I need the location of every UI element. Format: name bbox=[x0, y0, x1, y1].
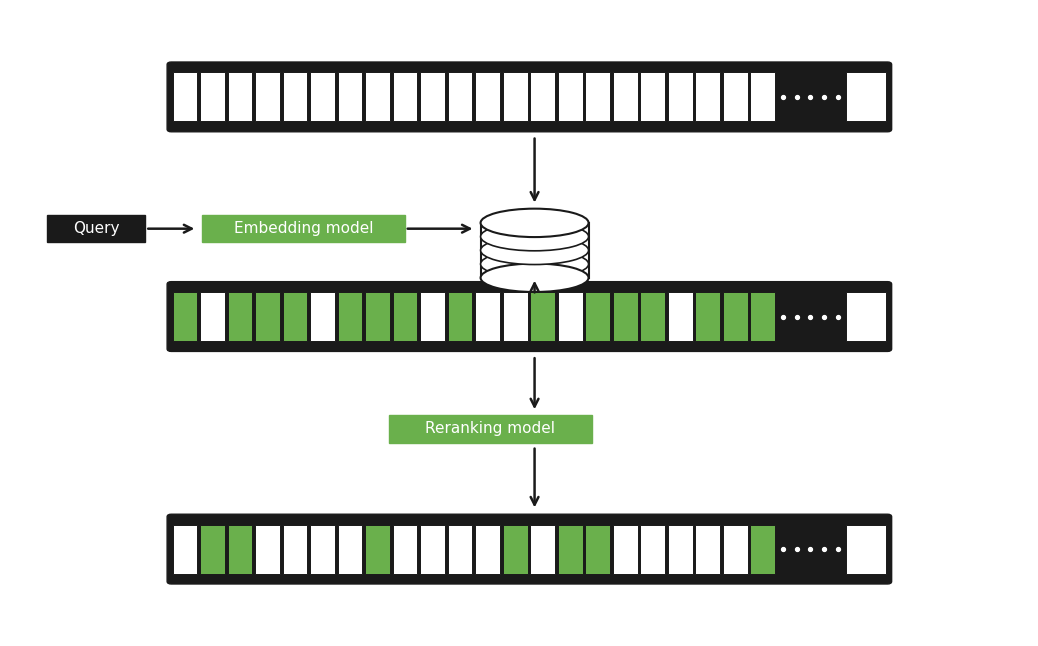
Ellipse shape bbox=[481, 236, 589, 265]
Bar bbox=[310, 72, 335, 121]
Bar bbox=[530, 292, 555, 341]
Bar bbox=[846, 72, 886, 121]
Text: Embedding model: Embedding model bbox=[234, 221, 374, 236]
Bar bbox=[585, 292, 610, 341]
Bar bbox=[365, 525, 390, 574]
FancyBboxPatch shape bbox=[202, 215, 405, 242]
Bar bbox=[667, 72, 692, 121]
Bar bbox=[585, 525, 610, 574]
Ellipse shape bbox=[481, 264, 589, 292]
Bar bbox=[310, 525, 335, 574]
Bar bbox=[447, 72, 472, 121]
Bar bbox=[722, 72, 747, 121]
Bar bbox=[557, 292, 582, 341]
FancyBboxPatch shape bbox=[389, 415, 592, 443]
Bar bbox=[750, 525, 775, 574]
Bar bbox=[530, 525, 555, 574]
Bar bbox=[392, 525, 417, 574]
Bar bbox=[475, 292, 500, 341]
Bar bbox=[695, 292, 720, 341]
Ellipse shape bbox=[481, 222, 589, 251]
Bar bbox=[502, 292, 527, 341]
Bar bbox=[282, 292, 307, 341]
Bar bbox=[365, 72, 390, 121]
Bar bbox=[475, 72, 500, 121]
Bar bbox=[475, 525, 500, 574]
Text: Query: Query bbox=[73, 221, 119, 236]
Bar bbox=[640, 525, 665, 574]
FancyBboxPatch shape bbox=[167, 62, 892, 132]
Bar bbox=[640, 292, 665, 341]
Bar bbox=[337, 72, 362, 121]
Bar bbox=[722, 292, 747, 341]
Bar bbox=[612, 525, 637, 574]
Bar bbox=[200, 72, 225, 121]
Bar bbox=[227, 72, 252, 121]
Bar bbox=[282, 72, 307, 121]
Bar bbox=[667, 525, 692, 574]
Bar bbox=[365, 292, 390, 341]
FancyBboxPatch shape bbox=[167, 514, 892, 584]
Bar bbox=[227, 525, 252, 574]
Bar bbox=[502, 72, 527, 121]
Bar bbox=[612, 292, 637, 341]
Bar bbox=[667, 292, 692, 341]
Bar bbox=[255, 72, 280, 121]
Bar bbox=[447, 525, 472, 574]
Bar bbox=[447, 292, 472, 341]
Bar bbox=[172, 525, 197, 574]
Bar bbox=[337, 525, 362, 574]
Bar bbox=[846, 292, 886, 341]
Bar bbox=[846, 525, 886, 574]
Bar bbox=[502, 525, 527, 574]
Bar bbox=[695, 525, 720, 574]
Bar bbox=[337, 292, 362, 341]
Ellipse shape bbox=[481, 209, 589, 237]
Bar bbox=[200, 525, 225, 574]
Bar bbox=[255, 292, 280, 341]
Bar bbox=[392, 292, 417, 341]
Bar bbox=[420, 525, 445, 574]
Bar bbox=[227, 292, 252, 341]
Bar bbox=[530, 72, 555, 121]
Bar bbox=[481, 223, 589, 278]
Bar bbox=[172, 72, 197, 121]
Bar bbox=[557, 72, 582, 121]
Bar bbox=[640, 72, 665, 121]
Bar bbox=[200, 292, 225, 341]
Bar bbox=[585, 72, 610, 121]
Bar bbox=[172, 292, 197, 341]
Bar bbox=[420, 72, 445, 121]
Bar bbox=[750, 292, 775, 341]
Bar bbox=[282, 525, 307, 574]
Bar bbox=[695, 72, 720, 121]
Bar bbox=[557, 525, 582, 574]
Ellipse shape bbox=[481, 250, 589, 278]
Bar bbox=[750, 72, 775, 121]
Text: Reranking model: Reranking model bbox=[426, 421, 555, 437]
FancyBboxPatch shape bbox=[47, 215, 145, 242]
Bar bbox=[420, 292, 445, 341]
Bar bbox=[255, 525, 280, 574]
Bar bbox=[722, 525, 747, 574]
Bar bbox=[612, 72, 637, 121]
FancyBboxPatch shape bbox=[167, 282, 892, 351]
Bar bbox=[392, 72, 417, 121]
Bar bbox=[310, 292, 335, 341]
